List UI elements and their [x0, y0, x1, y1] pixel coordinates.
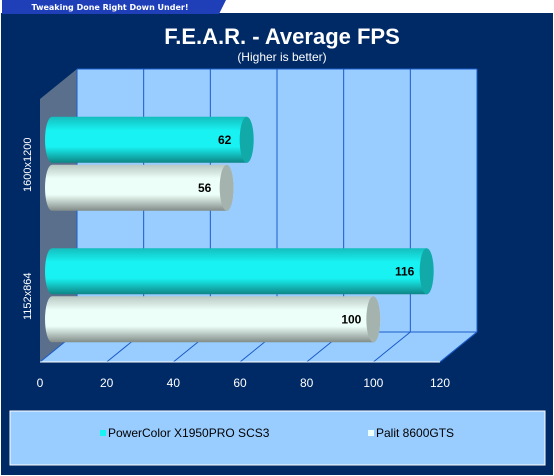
bar-value-label: 100 — [341, 312, 361, 326]
bar-end-cap — [366, 296, 381, 343]
chart-title: F.E.A.R. - Average FPS — [164, 24, 400, 49]
x-tick-label: 0 — [37, 376, 44, 390]
category-label: 1600x1200 — [22, 138, 34, 192]
legend-swatch-series-2 — [368, 430, 374, 436]
bar-body — [45, 164, 234, 211]
legend-label-series-2: Palit 8600GTS — [376, 426, 454, 440]
bar-end-cap — [239, 116, 254, 163]
floor-right-edge — [439, 331, 478, 363]
bar-body — [45, 248, 434, 295]
bar-powercolor-x1950pro-scs3-1600x1200: 62 — [45, 116, 254, 163]
gridline-floor — [373, 331, 411, 363]
bar-end-cap — [419, 248, 434, 295]
legend: PowerColor X1950PRO SCS3 Palit 8600GTS — [9, 410, 546, 466]
plot-area: 62 56 116 100 — [39, 68, 478, 363]
bar-palit-8600gts-1600x1200: 56 — [45, 164, 234, 211]
bar-palit-8600gts-1152x864: 100 — [45, 296, 381, 343]
x-tick-label: 80 — [300, 376, 314, 390]
bar-value-label: 56 — [198, 181, 212, 195]
bar-body — [45, 296, 381, 343]
y-axis-categories: 1600x1200 1152x864 — [22, 138, 34, 320]
banner-tab: Tweaking Done Right Down Under! — [2, 0, 226, 14]
x-tick-label: 120 — [430, 376, 450, 390]
x-tick-label: 100 — [363, 376, 383, 390]
x-tick-label: 20 — [100, 376, 114, 390]
category-label: 1152x864 — [22, 272, 34, 320]
legend-swatch-series-1 — [100, 430, 106, 436]
bar-body — [45, 116, 254, 163]
bar-value-label: 116 — [395, 264, 415, 278]
banner-text: Tweaking Done Right Down Under! — [32, 3, 189, 12]
legend-label-series-1: PowerColor X1950PRO SCS3 — [108, 426, 270, 440]
chart-subtitle: (Higher is better) — [237, 50, 326, 64]
bar-value-label: 62 — [218, 133, 232, 147]
x-tick-label: 60 — [233, 376, 247, 390]
x-axis-ticks: 0 20 40 60 80 100 120 — [37, 376, 451, 390]
x-tick-label: 40 — [167, 376, 181, 390]
banner-tab-shape — [2, 0, 226, 14]
bar-powercolor-x1950pro-scs3-1152x864: 116 — [45, 248, 434, 295]
bar-end-cap — [219, 164, 234, 211]
legend-box — [9, 410, 546, 466]
